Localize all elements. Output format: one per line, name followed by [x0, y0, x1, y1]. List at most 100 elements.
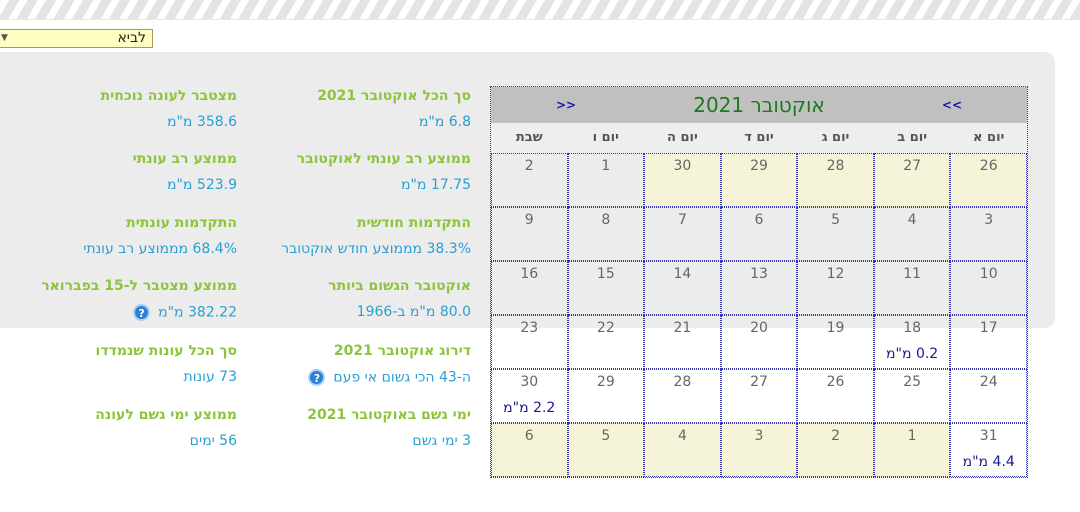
day-number: 14	[673, 266, 692, 282]
stat-value: 6.8 מ"מ	[317, 114, 471, 130]
stat-label: ממוצע רב עונתי לאוקטובר	[296, 151, 471, 167]
day-number: 8	[601, 212, 611, 228]
day-number: 21	[673, 320, 692, 336]
stat-item: סך הכל אוקטובר 2021 6.8 מ"מ	[317, 88, 471, 130]
calendar-grid: 26 27 28 29 30 1 2 3 4 5 6 7 8 9 10 11 12 13 14 15 16 17 18 0.2…	[490, 153, 1027, 477]
calendar-day-cell[interactable]: 13	[720, 261, 798, 315]
calendar-day-cell[interactable]: 6	[720, 207, 798, 261]
weekday-row: יום א יום ב יום ג יום ד יום ה יום ו שבת	[491, 123, 1027, 153]
weekday-label: יום ו	[592, 130, 619, 145]
stat-item: ממוצע מצטבר ל-15 בפברואר 382.22 מ"מ?	[41, 278, 237, 321]
calendar-day-cell[interactable]: 2	[490, 153, 568, 207]
calendar-day-cell[interactable]: 3	[950, 207, 1027, 261]
stat-value: 17.75 מ"מ	[297, 177, 471, 193]
calendar-day-cell[interactable]: 21	[644, 315, 721, 369]
calendar-day-cell[interactable]: 3	[720, 423, 798, 477]
day-number: 12	[826, 266, 845, 282]
top-stripe-bar	[0, 0, 1080, 20]
calendar-day-cell[interactable]: 27	[873, 153, 951, 207]
calendar-day-cell[interactable]: 5	[797, 207, 874, 261]
stat-label: ימי גשם באוקטובר 2021	[307, 407, 471, 423]
stat-item: ממוצע רב עונתי 523.9 מ"מ	[133, 151, 237, 193]
day-number: 10	[979, 266, 998, 282]
calendar-day-cell[interactable]: 9	[490, 207, 568, 261]
calendar-week-row: 26 27 28 29 30 1 2	[490, 153, 1027, 207]
calendar-day-cell[interactable]: 5	[567, 423, 645, 477]
calendar-day-cell[interactable]: 26	[797, 369, 874, 423]
stat-item: אוקטובר הגשום ביותר 80.0 מ"מ ב-1966	[328, 278, 471, 320]
calendar-day-cell[interactable]: 18 0.2 מ"מ	[873, 315, 951, 369]
day-number: 19	[826, 320, 845, 336]
calendar-day-cell[interactable]: 16	[490, 261, 568, 315]
day-number: 29	[750, 158, 768, 174]
calendar-day-cell[interactable]: 12	[797, 261, 874, 315]
calendar-day-cell[interactable]: 27	[720, 369, 798, 423]
day-number: 3	[984, 212, 994, 228]
day-number: 26	[826, 374, 845, 390]
stat-value: 38.3% מממוצע חודש אוקטובר	[281, 241, 471, 257]
calendar-day-cell[interactable]: 29	[720, 153, 798, 207]
calendar-day-cell[interactable]: 10	[950, 261, 1027, 315]
stat-label: התקדמות עונתית	[126, 215, 237, 231]
day-number: 7	[677, 212, 687, 228]
day-number: 29	[596, 374, 615, 390]
stat-value-text: 358.6 מ"מ	[166, 114, 237, 130]
next-month-button[interactable]: >>	[941, 98, 962, 112]
calendar-day-cell[interactable]: 24	[950, 369, 1027, 423]
day-number: 2	[524, 158, 534, 174]
stat-value-text: 6.8 מ"מ	[418, 114, 471, 130]
weekday-label: יום ה	[666, 130, 698, 145]
rain-amount: 0.2 מ"מ	[886, 346, 939, 362]
stat-item: ממוצע ימי גשם לעונה 56 ימים	[95, 407, 237, 449]
calendar-day-cell[interactable]: 4	[644, 423, 721, 477]
calendar-day-cell[interactable]: 20	[720, 315, 798, 369]
day-number: 25	[903, 374, 922, 390]
calendar-day-cell[interactable]: 15	[567, 261, 645, 315]
stat-value-text: 68.4% מממוצע רב עונתי	[83, 241, 237, 257]
calendar-day-cell[interactable]: 11	[873, 261, 951, 315]
day-number: 27	[903, 158, 922, 174]
calendar-day-cell[interactable]: 23	[490, 315, 568, 369]
calendar-day-cell[interactable]: 28	[644, 369, 721, 423]
calendar-day-cell[interactable]: 30 2.2 מ"מ	[490, 369, 568, 423]
stat-value-text: 523.9 מ"מ	[166, 177, 237, 193]
calendar-day-cell[interactable]: 7	[644, 207, 721, 261]
day-number: 13	[750, 266, 768, 282]
help-icon[interactable]: ?	[133, 304, 151, 321]
stat-item: ימי גשם באוקטובר 2021 3 ימי גשם	[307, 407, 471, 449]
stat-item: מצטבר לעונה נוכחית 358.6 מ"מ	[101, 88, 237, 130]
day-number: 28	[673, 374, 692, 390]
calendar-day-cell[interactable]: 28	[797, 153, 874, 207]
stat-label: סך הכל אוקטובר 2021	[317, 88, 471, 104]
calendar-day-cell[interactable]: 8	[567, 207, 645, 261]
calendar-day-cell[interactable]: 4	[873, 207, 951, 261]
calendar-day-cell[interactable]: 29	[567, 369, 645, 423]
stat-value: 56 ימים	[95, 433, 237, 449]
calendar-day-cell[interactable]: 30	[644, 153, 721, 207]
location-select[interactable]: לביא ▼	[0, 29, 153, 48]
calendar-day-cell[interactable]: 17	[950, 315, 1027, 369]
calendar-day-cell[interactable]: 1	[873, 423, 951, 477]
stat-label: אוקטובר הגשום ביותר	[328, 278, 471, 294]
calendar-day-cell[interactable]: 26	[950, 153, 1027, 207]
stat-label: דירוג אוקטובר 2021	[333, 343, 471, 359]
calendar-day-cell[interactable]: 6	[490, 423, 568, 477]
prev-month-button[interactable]: <<	[556, 98, 577, 112]
day-number: 15	[596, 266, 615, 282]
calendar-day-cell[interactable]: 22	[567, 315, 645, 369]
calendar-day-cell[interactable]: 31 4.4 מ"מ	[950, 423, 1027, 477]
day-number: 17	[979, 320, 998, 336]
calendar-day-cell[interactable]: 2	[797, 423, 874, 477]
help-icon[interactable]: ?	[308, 369, 326, 386]
day-number: 18	[903, 320, 922, 336]
calendar-day-cell[interactable]: 1	[567, 153, 645, 207]
day-number: 5	[831, 212, 841, 228]
stat-value: 68.4% מממוצע רב עונתי	[83, 241, 237, 257]
chevron-down-icon: ▼	[1, 33, 8, 43]
calendar-week-row: 17 18 0.2 מ"מ 19 20 21 22 23	[490, 315, 1027, 369]
calendar-day-cell[interactable]: 25	[873, 369, 951, 423]
stat-value: 73 עונות	[96, 369, 237, 385]
calendar-day-cell[interactable]: 14	[644, 261, 721, 315]
stat-value-text: 17.75 מ"מ	[400, 177, 471, 193]
calendar-day-cell[interactable]: 19	[797, 315, 874, 369]
